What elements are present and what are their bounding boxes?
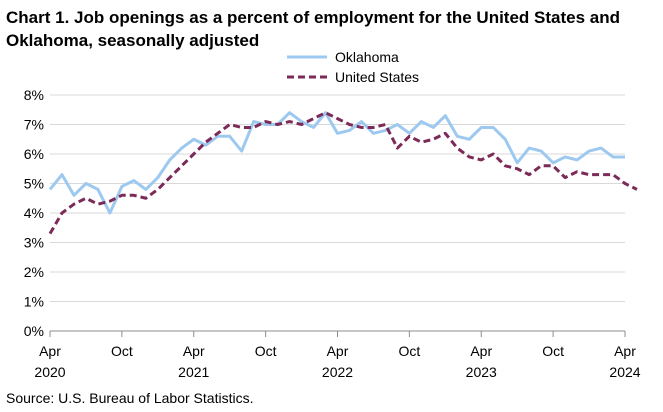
y-tick-label-4: 4% — [24, 205, 44, 221]
y-tick-label-0: 0% — [24, 323, 44, 339]
chart-title-line-1: Chart 1. Job openings as a percent of em… — [6, 8, 620, 27]
source-note: Source: U.S. Bureau of Labor Statistics. — [6, 390, 254, 406]
y-tick-label-8: 8% — [24, 87, 44, 103]
x-tick-label-year-0: 2020 — [34, 364, 65, 380]
legend-label-1: United States — [335, 69, 419, 85]
series-line-united-states — [48, 111, 638, 235]
legend-label-0: Oklahoma — [335, 49, 399, 65]
chart-title: Chart 1. Job openings as a percent of em… — [6, 6, 646, 52]
x-tick-label-year-36: 2023 — [466, 364, 497, 380]
y-tick-label-7: 7% — [24, 117, 44, 133]
x-tick-label-month-12: Apr — [183, 343, 205, 359]
x-tick-label-year-24: 2022 — [322, 364, 353, 380]
series-line-oklahoma — [48, 111, 625, 215]
x-tick-label-year-12: 2021 — [178, 364, 209, 380]
x-tick-label-month-24: Apr — [327, 343, 349, 359]
x-tick-label-year-48: 2024 — [609, 364, 640, 380]
y-tick-label-3: 3% — [24, 235, 44, 251]
x-tick-label-month-6: Oct — [111, 343, 133, 359]
x-tick-label-month-36: Apr — [470, 343, 492, 359]
y-tick-label-5: 5% — [24, 176, 44, 192]
y-tick-label-2: 2% — [24, 264, 44, 280]
x-tick-label-month-18: Oct — [255, 343, 277, 359]
x-tick-label-month-48: Apr — [614, 343, 636, 359]
y-tick-label-1: 1% — [24, 294, 44, 310]
y-tick-label-6: 6% — [24, 146, 44, 162]
x-tick-label-month-42: Oct — [542, 343, 564, 359]
x-tick-label-month-30: Oct — [398, 343, 420, 359]
x-tick-label-month-0: Apr — [39, 343, 61, 359]
chart-title-line-2: Oklahoma, seasonally adjusted — [6, 31, 260, 50]
